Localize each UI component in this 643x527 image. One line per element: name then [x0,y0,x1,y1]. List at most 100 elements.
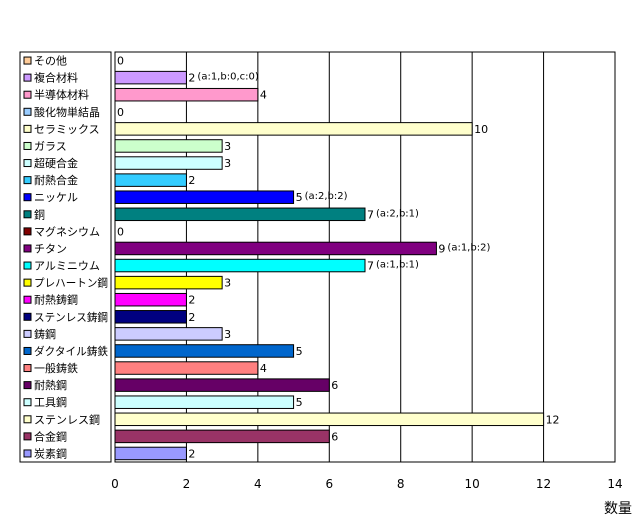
legend-label: ガラス [34,140,67,153]
bar [114,378,330,392]
legend-label: チタン [34,242,67,255]
bar [114,429,330,444]
bar [114,241,437,256]
gridlines [185,52,545,462]
legend-swatch [23,415,32,424]
legend-swatch [23,107,32,116]
legend-label: 耐熱鋼 [34,378,67,392]
value-label: 2 [188,311,195,324]
value-label: 3 [224,157,231,170]
legend-swatch [23,278,32,287]
legend-label: 酸化物単結晶 [34,105,100,119]
legend-swatch [23,398,32,407]
legend-box [19,51,112,463]
bar [114,327,223,341]
legend-swatch [23,90,32,99]
legend-swatch [23,176,32,185]
legend-swatch [23,261,32,270]
legend-swatch [23,364,32,373]
x-tick-label: 14 [607,477,622,491]
bar [114,292,187,307]
bar [114,275,223,290]
x-tick-label: 0 [111,477,119,491]
value-label: 7 [367,260,374,273]
value-label: 3 [224,140,231,153]
legend-swatch [23,432,32,441]
bar [114,70,187,85]
annotation: (a:1,b:2) [447,242,490,253]
x-tick-label: 6 [325,477,333,491]
bar [114,446,187,461]
legend-label: 鋳鋼 [34,327,56,341]
value-label: 0 [117,225,124,238]
legend-swatch [23,312,32,321]
value-label: 0 [117,106,124,119]
legend-label: 超硬合金 [34,156,78,170]
legend-swatch [23,329,32,338]
legend-label: ダクタイル鋳鉄 [34,344,108,358]
legend-label: 耐熱合金 [34,173,78,187]
bar [114,412,545,427]
legend-label: マグネシウム [34,224,100,238]
annotations: (a:1,b:0,c:0) (a:2,b:2) (a:2,b:1) (a:1,b:2)… [197,72,490,271]
bar [114,156,223,170]
x-tick-label: 4 [254,477,262,491]
legend-label: セラミックス [34,123,100,136]
legend-swatch [23,73,32,82]
legend-label: 複合材料 [34,71,78,85]
x-axis-ticks: 0 2 4 6 8 10 12 14 [111,477,622,491]
bar [114,310,187,324]
value-label: 6 [331,430,338,443]
legend-label: その他 [34,55,67,68]
value-label: 3 [224,328,231,341]
legend-swatch [23,244,32,253]
bar [114,395,295,409]
bar [114,344,295,358]
value-label: 5 [296,396,303,409]
bar [114,190,295,204]
legend-swatch [23,381,32,390]
bar [114,361,259,375]
value-label: 2 [188,294,195,307]
legend-label: ステンレス鋳鋼 [34,310,108,324]
bar [114,139,223,153]
bars [114,70,545,461]
annotation: (a:1,b:1) [376,260,419,271]
value-label: 2 [188,174,195,187]
value-label: 4 [260,362,267,375]
legend-label: 一般鋳鉄 [34,361,78,375]
value-labels: 0 2 4 0 10 3 3 2 5 7 0 9 7 3 2 2 3 5 4 6 5 12 6 2 [117,55,560,461]
legend-swatch [23,346,32,355]
legend-swatch [23,193,32,202]
x-axis-label: 数量 [604,501,632,517]
legend-swatch [23,124,32,133]
plot-area [114,51,616,463]
x-tick-label: 12 [536,477,551,491]
legend-swatch [23,227,32,236]
bar [114,258,366,273]
x-tick-label: 2 [183,477,191,491]
annotation: (a:2,b:2) [305,191,348,202]
legend: その他複合材料半導体材料酸化物単結晶セラミックスガラス超硬合金耐熱合金ニッケル銅… [23,55,108,460]
legend-label: 耐熱鋳鋼 [34,293,78,307]
bar [114,207,366,222]
value-label: 9 [438,242,445,255]
legend-label: 炭素鋼 [34,446,67,460]
bar [114,122,473,136]
legend-label: 半導体材料 [34,88,89,102]
annotation: (a:1,b:0,c:0) [197,72,258,83]
legend-swatch [23,449,32,458]
legend-label: 工具鋼 [34,395,67,409]
value-label: 7 [367,208,374,221]
legend-swatch [23,210,32,219]
legend-label: プレハートン鋼 [34,276,108,290]
legend-swatch [23,141,32,150]
value-label: 12 [546,413,560,426]
value-label: 2 [188,447,195,460]
value-label: 6 [331,379,338,392]
value-label: 5 [296,345,303,358]
value-label: 10 [474,123,488,136]
legend-label: 銅 [34,207,45,221]
legend-swatch [23,56,32,65]
